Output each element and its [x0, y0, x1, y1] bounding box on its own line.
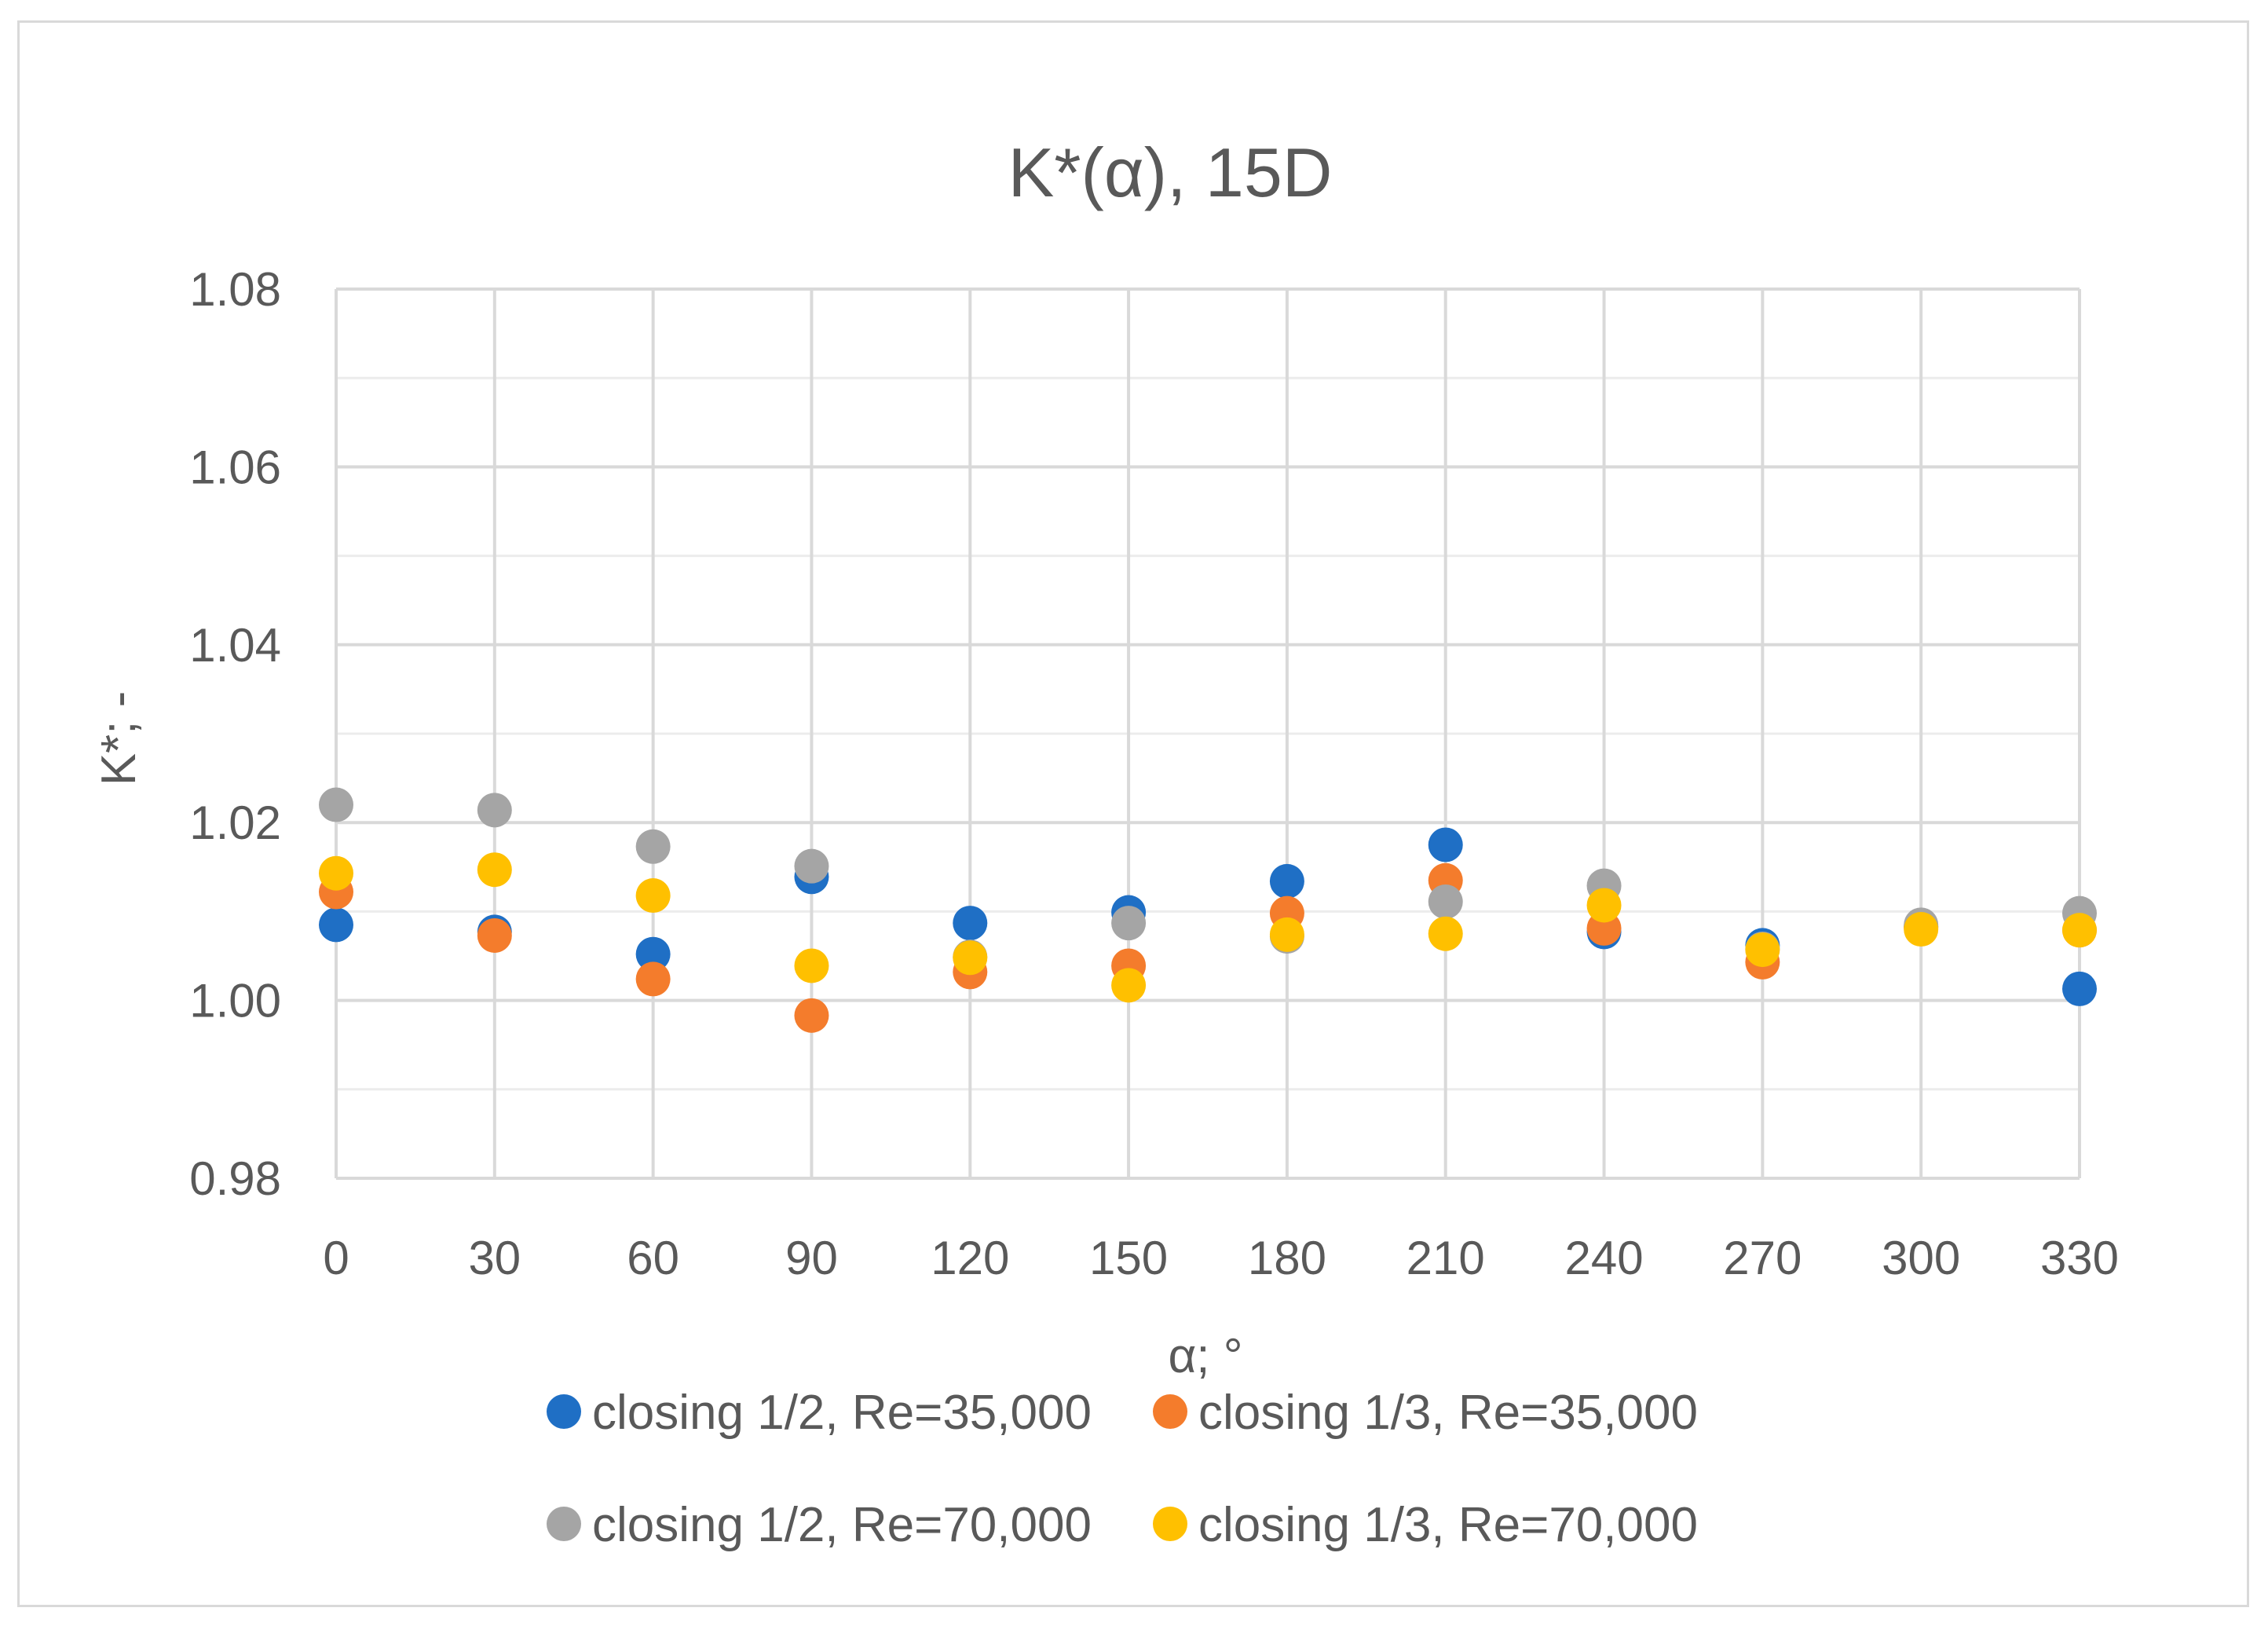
data-point: [794, 848, 829, 884]
x-axis-title: α; °: [1168, 1329, 1242, 1383]
x-tick-label: 300: [1882, 1232, 1960, 1284]
y-tick-label: 1.00: [189, 975, 281, 1027]
data-point: [635, 829, 671, 864]
data-point: [319, 855, 353, 891]
data-point: [635, 961, 671, 997]
data-point: [953, 906, 988, 941]
x-tick-label: 210: [1407, 1232, 1485, 1284]
series-3: [319, 787, 2097, 975]
data-point: [319, 787, 353, 822]
data-point: [477, 917, 512, 953]
data-point: [477, 852, 512, 888]
data-points: [319, 787, 2097, 1033]
data-point: [1111, 906, 1147, 941]
series-4: [319, 852, 2097, 1003]
data-point: [2062, 971, 2097, 1006]
data-point: [1904, 912, 1939, 947]
y-tick-label: 1.02: [189, 797, 281, 849]
gridlines: [335, 287, 2081, 1180]
data-point: [953, 940, 988, 976]
data-point: [1111, 968, 1147, 1003]
data-point: [635, 936, 671, 972]
x-tick-label: 150: [1089, 1232, 1168, 1284]
y-tick-label: 1.04: [189, 619, 281, 672]
legend-label: closing 1/3, Re=70,000: [1198, 1498, 1698, 1552]
data-point: [635, 878, 671, 914]
data-point: [1428, 884, 1463, 919]
x-tick-label: 330: [2040, 1232, 2119, 1284]
x-tick-label: 240: [1564, 1232, 1643, 1284]
y-tick-label: 1.06: [189, 441, 281, 493]
series-1: [319, 827, 2097, 1006]
x-tick-label: 120: [931, 1232, 1009, 1284]
data-point: [794, 948, 829, 983]
legend-item: closing 1/3, Re=35,000: [1153, 1386, 1698, 1440]
y-axis-title: K*; -: [92, 691, 146, 786]
legend-marker: [1153, 1394, 1187, 1429]
data-point: [1269, 917, 1304, 952]
data-point: [319, 907, 353, 943]
legend-item: closing 1/2, Re=70,000: [547, 1498, 1092, 1552]
x-tick-label: 30: [468, 1232, 521, 1284]
x-tick-label: 0: [323, 1232, 349, 1284]
data-point: [2062, 913, 2097, 948]
y-tick-label: 0.98: [189, 1152, 281, 1205]
legend-label: closing 1/2, Re=35,000: [592, 1386, 1092, 1440]
x-tick-label: 60: [627, 1232, 679, 1284]
data-point: [1745, 932, 1780, 968]
legend: closing 1/2, Re=35,000 closing 1/3, Re=35…: [547, 1386, 1698, 1552]
series-2: [319, 862, 2097, 1033]
chart-frame: [17, 20, 2249, 1607]
legend-marker: [547, 1394, 581, 1429]
legend-item: closing 1/2, Re=35,000: [547, 1386, 1092, 1440]
legend-marker: [1153, 1507, 1187, 1541]
x-tick-label: 270: [1723, 1232, 1802, 1284]
legend-label: closing 1/2, Re=70,000: [592, 1498, 1092, 1552]
x-tick-label: 180: [1248, 1232, 1326, 1284]
data-point: [477, 793, 512, 828]
y-tick-label: 1.08: [189, 263, 281, 316]
data-point: [1428, 916, 1463, 951]
y-axis-ticks: 0.98 1.00 1.02 1.04 1.06 1.08: [189, 263, 281, 1205]
data-point: [1428, 827, 1463, 862]
data-point: [794, 998, 829, 1033]
x-axis-ticks: 0 30 60 90 120 150 180 210 240 270 300 330: [323, 1232, 2119, 1284]
data-point: [1269, 863, 1304, 899]
data-point: [1586, 888, 1622, 923]
chart-title: K*(α), 15D: [1008, 134, 1333, 211]
x-tick-label: 90: [785, 1232, 838, 1284]
legend-item: closing 1/3, Re=70,000: [1153, 1498, 1698, 1552]
legend-label: closing 1/3, Re=35,000: [1198, 1386, 1698, 1440]
legend-marker: [547, 1507, 581, 1541]
